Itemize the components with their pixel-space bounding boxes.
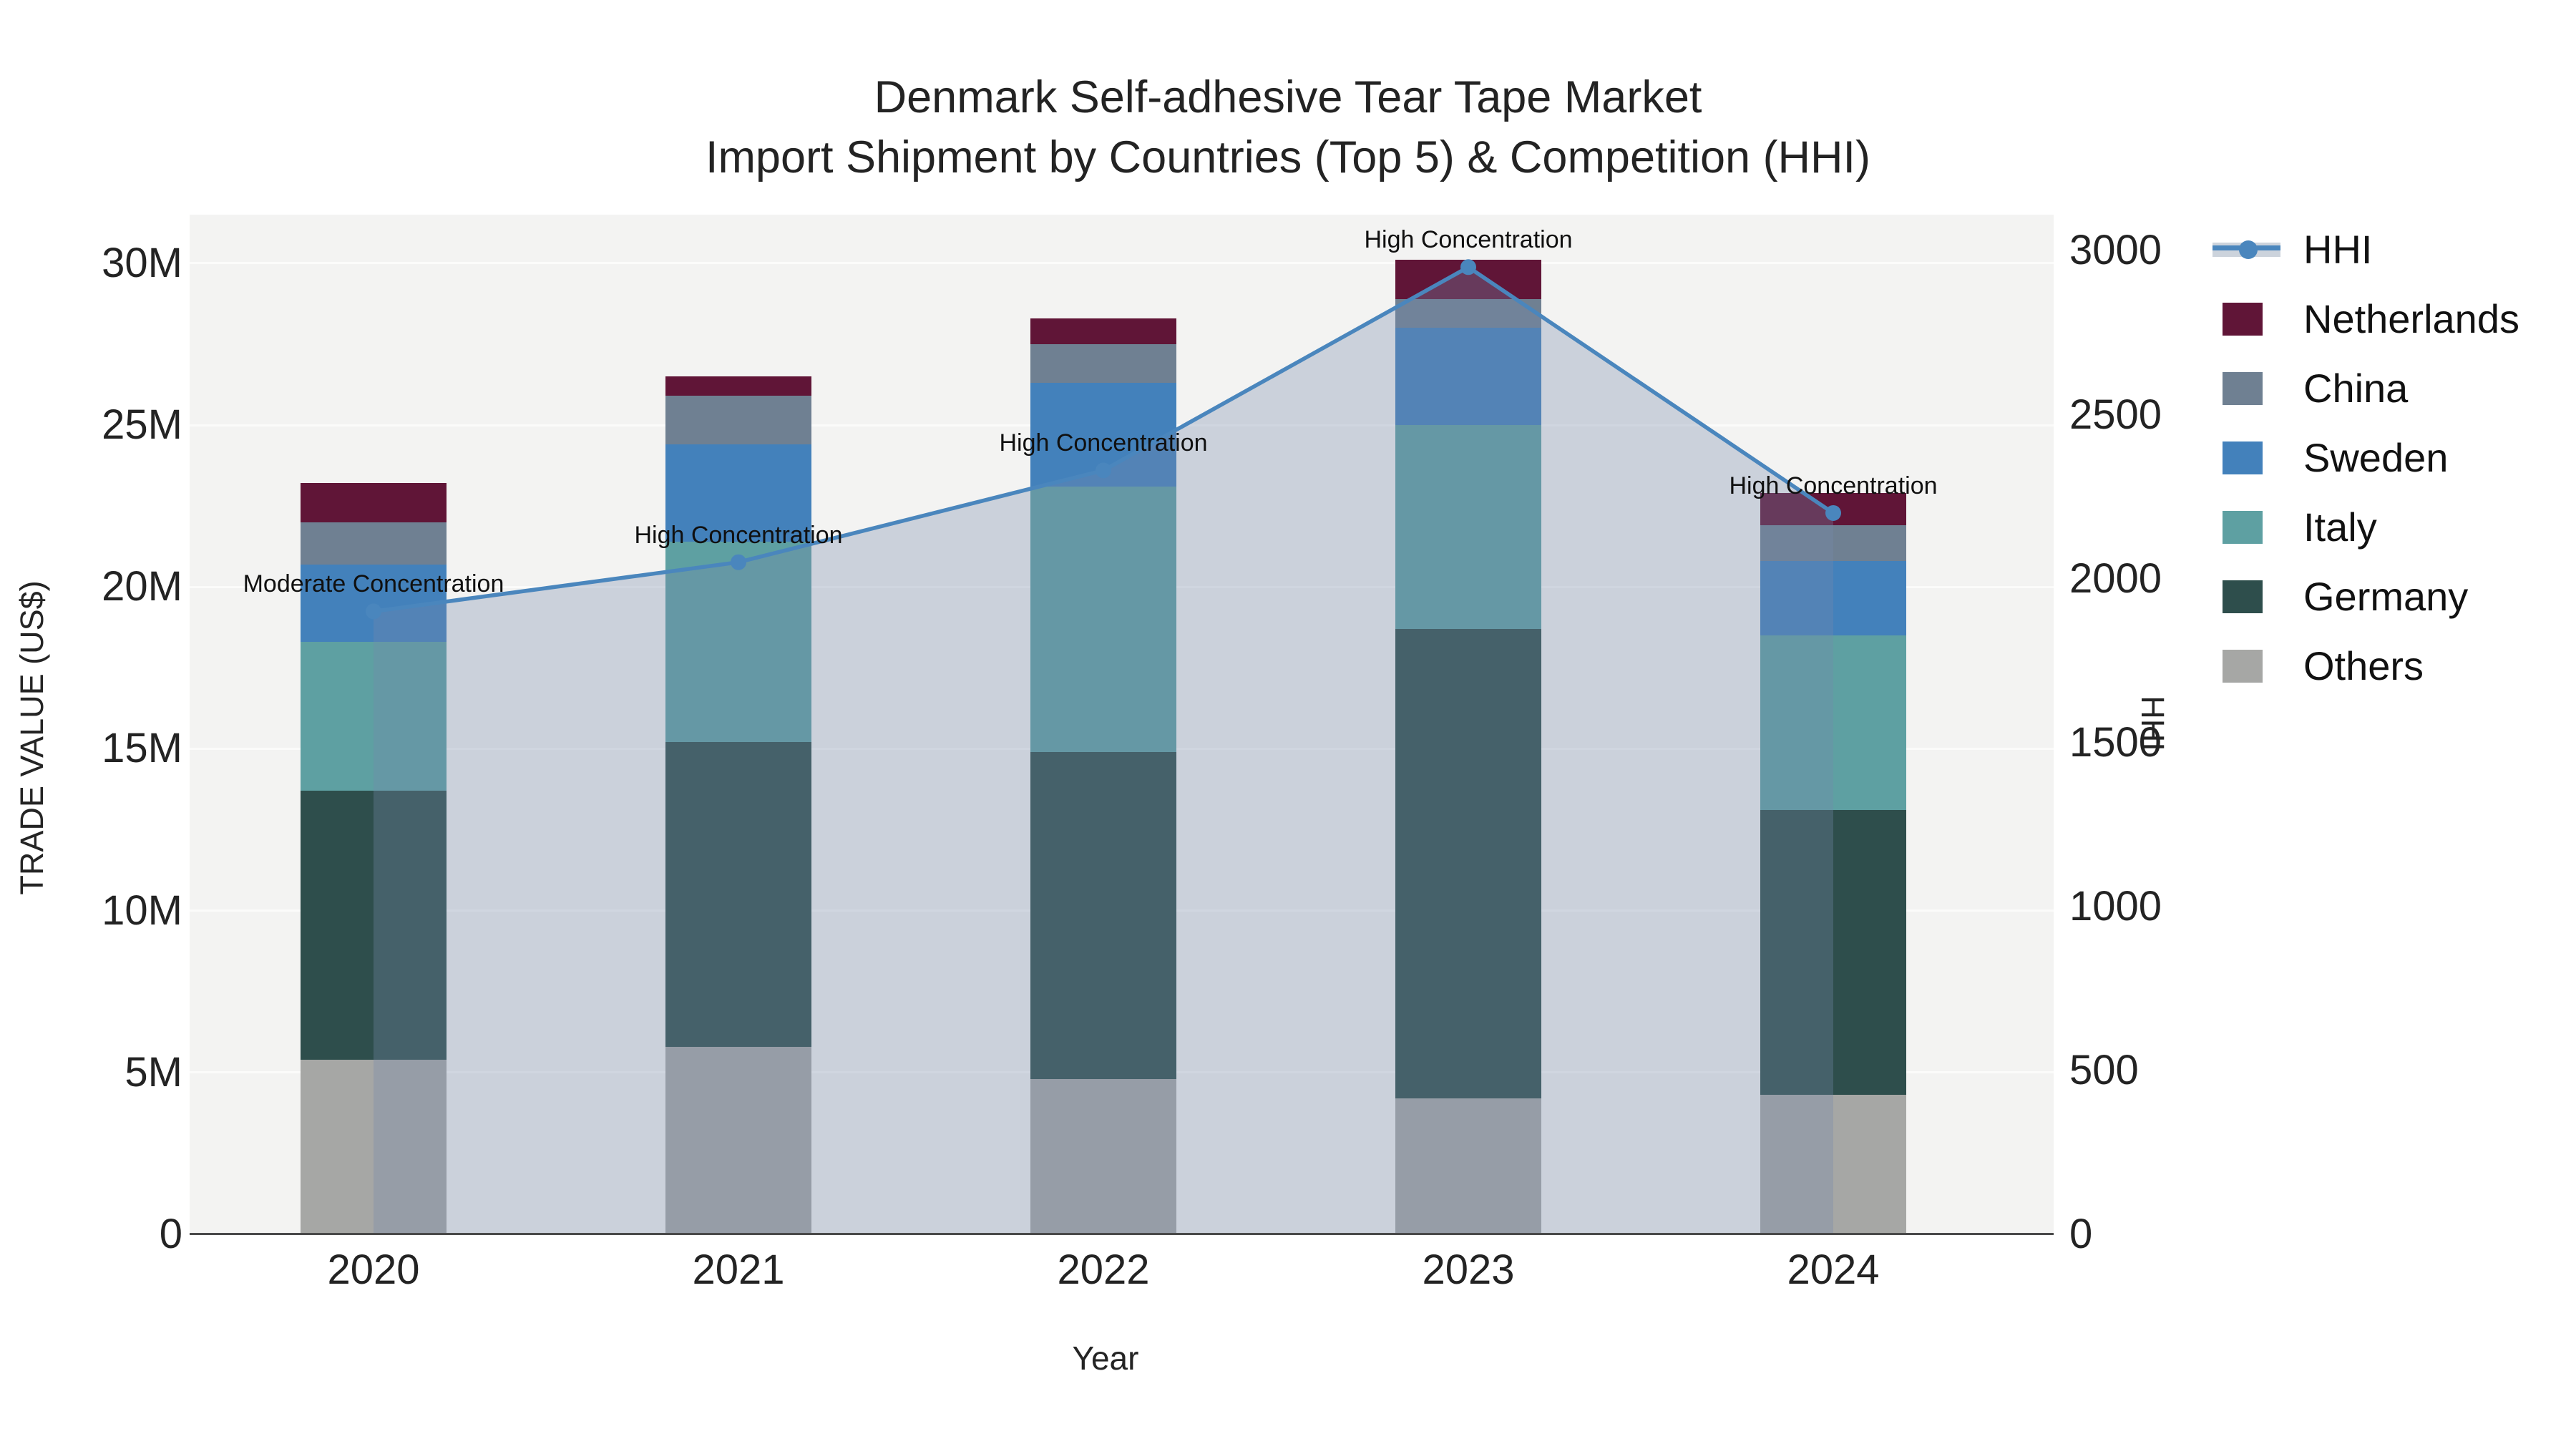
y-right-tick-500: 500 — [2069, 1046, 2139, 1093]
legend-label-others: Others — [2303, 643, 2424, 688]
bar-2023-netherlands[interactable] — [1395, 260, 1541, 299]
bar-2020-china[interactable] — [301, 522, 447, 565]
bar-2021-netherlands[interactable] — [665, 376, 811, 396]
bar-2021-italy[interactable] — [665, 541, 811, 743]
bar-2020-sweden[interactable] — [301, 564, 447, 643]
bar-2022-others[interactable] — [1030, 1078, 1176, 1234]
legend-item-sweden[interactable]: Sweden — [2212, 423, 2519, 492]
y-right-tick-3000: 3000 — [2069, 227, 2162, 274]
legend-label-hhi: HHI — [2303, 226, 2373, 272]
bar-2024-italy[interactable] — [1760, 635, 1906, 811]
x-axis-title: Year — [1072, 1340, 1139, 1377]
italy-color-swatch — [2223, 510, 2263, 544]
legend-swatch-china-icon — [2212, 371, 2280, 405]
bar-2022-sweden[interactable] — [1030, 383, 1176, 487]
sweden-color-swatch — [2223, 441, 2263, 474]
y-left-tick-15m: 15M — [102, 725, 182, 772]
bar-2022-netherlands[interactable] — [1030, 318, 1176, 344]
legend-swatch-italy-icon — [2212, 510, 2280, 544]
legend-label-italy: Italy — [2303, 504, 2377, 550]
legend-item-china[interactable]: China — [2212, 353, 2519, 423]
y-right-tick-2500: 2500 — [2069, 391, 2162, 438]
bar-2022-germany[interactable] — [1030, 751, 1176, 1079]
others-color-swatch — [2223, 649, 2263, 683]
bar-2020-netherlands[interactable] — [301, 483, 447, 522]
legend-label-sweden: Sweden — [2303, 434, 2449, 480]
y-right-tick-2000: 2000 — [2069, 555, 2162, 602]
x-tick-2021: 2021 — [692, 1246, 785, 1293]
legend-item-hhi[interactable]: HHI — [2212, 215, 2519, 284]
y-left-tick-20m: 20M — [102, 563, 182, 610]
legend-swatch-others-icon — [2212, 649, 2280, 683]
bar-2024-sweden[interactable] — [1760, 561, 1906, 636]
bar-2023-others[interactable] — [1395, 1098, 1541, 1234]
bar-2024-germany[interactable] — [1760, 810, 1906, 1096]
bar-2023-germany[interactable] — [1395, 629, 1541, 1098]
bar-2024-china[interactable] — [1760, 525, 1906, 562]
y-right-tick-1500: 1500 — [2069, 718, 2162, 766]
legend: HHI Netherlands China Sweden Italy Germany Oth… — [2212, 215, 2519, 701]
bar-2024-netherlands[interactable] — [1760, 493, 1906, 526]
y-left-tick-5m: 5M — [125, 1048, 182, 1096]
bar-2021-germany[interactable] — [665, 742, 811, 1047]
bar-2022-italy[interactable] — [1030, 487, 1176, 752]
y-left-tick-10m: 10M — [102, 887, 182, 934]
bar-2020-others[interactable] — [301, 1059, 447, 1234]
gridline-30m — [190, 262, 2054, 265]
chart-title: Denmark Self-adhesive Tear Tape Market I… — [0, 67, 2576, 187]
y-left-tick-30m: 30M — [102, 239, 182, 286]
bar-2023-sweden[interactable] — [1395, 328, 1541, 426]
x-tick-2022: 2022 — [1057, 1246, 1150, 1293]
x-tick-2024: 2024 — [1787, 1246, 1880, 1293]
x-tick-2020: 2020 — [327, 1246, 420, 1293]
y-left-tick-0: 0 — [159, 1211, 182, 1257]
legend-swatch-netherlands-icon — [2212, 302, 2280, 336]
china-color-swatch — [2223, 371, 2263, 405]
x-tick-2023: 2023 — [1422, 1246, 1515, 1293]
x-axis-line — [190, 1233, 2054, 1235]
y-left-tick-25m: 25M — [102, 401, 182, 449]
germany-color-swatch — [2223, 580, 2263, 613]
hhi-legend-dot — [2239, 240, 2258, 259]
legend-label-netherlands: Netherlands — [2303, 296, 2519, 341]
bar-2024-others[interactable] — [1760, 1095, 1906, 1234]
bar-2022-china[interactable] — [1030, 343, 1176, 384]
legend-swatch-hhi-line-icon — [2212, 233, 2280, 266]
legend-item-italy[interactable]: Italy — [2212, 492, 2519, 562]
chart-title-line1: Denmark Self-adhesive Tear Tape Market — [874, 72, 1702, 122]
bar-2023-china[interactable] — [1395, 298, 1541, 328]
y-right-tick-1000: 1000 — [2069, 882, 2162, 930]
bar-2021-sweden[interactable] — [665, 444, 811, 542]
y-right-tick-0: 0 — [2069, 1211, 2093, 1257]
legend-item-germany[interactable]: Germany — [2212, 562, 2519, 631]
legend-label-germany: Germany — [2303, 573, 2469, 619]
bar-2021-others[interactable] — [665, 1046, 811, 1234]
plot-area[interactable] — [190, 215, 2054, 1235]
chart-title-line2: Import Shipment by Countries (Top 5) & C… — [705, 132, 1871, 182]
bar-2023-italy[interactable] — [1395, 425, 1541, 630]
legend-swatch-sweden-icon — [2212, 441, 2280, 474]
bar-2021-china[interactable] — [665, 396, 811, 445]
legend-swatch-germany-icon — [2212, 580, 2280, 613]
legend-item-netherlands[interactable]: Netherlands — [2212, 284, 2519, 353]
netherlands-color-swatch — [2223, 302, 2263, 336]
bar-2020-germany[interactable] — [301, 791, 447, 1060]
bar-2020-italy[interactable] — [301, 642, 447, 791]
legend-item-others[interactable]: Others — [2212, 631, 2519, 701]
legend-label-china: China — [2303, 365, 2409, 411]
